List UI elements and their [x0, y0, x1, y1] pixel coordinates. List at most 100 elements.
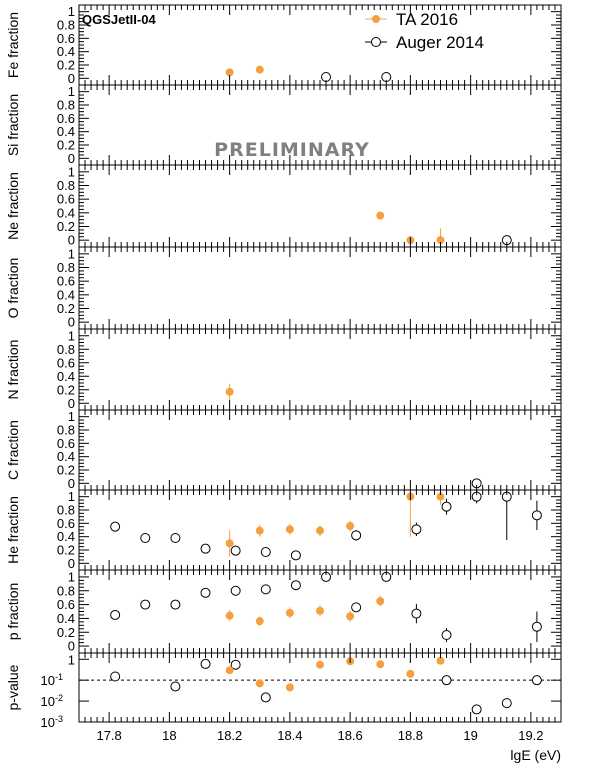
auger-point	[110, 609, 121, 620]
y-tick-label: 0.6	[57, 516, 75, 531]
ta-point	[255, 617, 264, 626]
y-tick-label: 0.8	[57, 178, 75, 193]
panel-o: 00.20.40.60.81 O fraction	[5, 246, 562, 330]
auger-point	[501, 698, 512, 709]
panel-frame	[78, 246, 562, 330]
y-tick-label: 0.8	[57, 423, 75, 438]
legend-ta-marker	[372, 15, 380, 23]
ta-point	[376, 660, 385, 669]
auger-point	[411, 608, 422, 619]
y-tick-label: 1	[68, 409, 75, 424]
y-tick-label: 1	[68, 164, 75, 179]
auger-point	[200, 658, 211, 669]
x-tick-label: 18.6	[337, 728, 362, 743]
panel-frame	[78, 164, 562, 248]
y-tick-label: 0	[68, 151, 75, 166]
panel-frame	[78, 409, 562, 491]
y-tick-label: 0.6	[57, 192, 75, 207]
y-tick-label: 1	[68, 652, 75, 667]
y-tick-label: 0.6	[57, 597, 75, 612]
y-tick-label: 0	[68, 71, 75, 86]
ta-point	[436, 236, 445, 245]
auger-point	[441, 630, 452, 641]
y-tick-label: 1	[68, 84, 75, 99]
y-tick-label: 0.8	[57, 18, 75, 33]
ta-point	[285, 608, 294, 617]
y-tick-label: 0.8	[57, 260, 75, 275]
x-tick-label: 18.2	[217, 728, 242, 743]
y-tick-label: 0.8	[57, 503, 75, 518]
y-tick-label: 0.2	[57, 625, 75, 640]
y-axis-title: Ne fraction	[5, 172, 21, 240]
y-tick-label: 10-2	[41, 693, 63, 709]
ta-point	[255, 679, 264, 688]
auger-point	[140, 533, 151, 543]
y-tick-label: 0.4	[57, 205, 75, 220]
auger-point	[290, 580, 301, 591]
y-axis-title: N fraction	[5, 340, 21, 400]
y-tick-label: 0.2	[57, 463, 75, 478]
y-axis-title: He fraction	[5, 496, 21, 564]
y-tick-label: 1	[68, 489, 75, 504]
y-tick-label: 0.4	[57, 287, 75, 302]
y-tick-label: 0	[68, 639, 75, 654]
legend-auger-label: Auger 2014	[396, 33, 484, 52]
y-tick-label: 0.6	[57, 436, 75, 451]
y-tick-label: 0	[68, 396, 75, 411]
ta-point	[316, 526, 324, 535]
auger-point	[531, 510, 542, 521]
auger-point	[260, 584, 271, 595]
auger-point	[110, 521, 121, 532]
panel-p: 00.20.40.60.81 p fraction	[5, 569, 562, 654]
ta-point	[225, 68, 234, 77]
ta-point	[285, 683, 294, 692]
auger-point	[290, 550, 301, 561]
legend-ta-label: TA 2016	[396, 10, 458, 29]
auger-point	[441, 675, 452, 686]
auger-point	[200, 543, 211, 554]
preliminary-watermark: PRELIMINARY	[214, 139, 370, 161]
y-tick-label: 10-1	[41, 672, 63, 688]
ta-point	[285, 525, 294, 534]
x-tick-label: 17.8	[96, 728, 121, 743]
y-tick-label: 1	[68, 328, 75, 343]
ta-point	[376, 211, 385, 220]
auger-point	[531, 675, 542, 686]
panel-frame	[78, 328, 562, 411]
auger-point	[230, 585, 241, 596]
ta-point	[225, 539, 234, 548]
ta-point	[346, 522, 355, 530]
auger-point	[260, 692, 271, 703]
x-tick-label: 19	[463, 728, 477, 743]
y-tick-label: 1	[68, 569, 75, 584]
y-tick-label: 0.2	[57, 301, 75, 316]
y-tick-label: 0.4	[57, 529, 75, 544]
y-tick-label: 0.4	[57, 449, 75, 464]
y-tick-label: 0.6	[57, 111, 75, 126]
legend-auger-marker	[371, 37, 381, 47]
y-axis-title: p-value	[5, 664, 21, 710]
ta-point	[316, 606, 324, 615]
ta-point	[436, 492, 445, 501]
ta-point	[436, 656, 445, 665]
x-tick-label: 18.4	[277, 728, 302, 743]
x-tick-label: 19.2	[518, 728, 543, 743]
y-tick-label: 0.6	[57, 274, 75, 289]
ta-point	[316, 660, 324, 669]
auger-point	[110, 671, 121, 682]
panel-he: 00.20.40.60.81 He fraction	[5, 489, 562, 571]
ta-point	[376, 597, 385, 606]
y-axis-title: Si fraction	[5, 94, 21, 156]
ta-point	[225, 666, 234, 675]
y-tick-label: 0.2	[57, 138, 75, 153]
auger-point	[531, 621, 542, 632]
auger-point	[471, 704, 482, 715]
ta-point	[346, 612, 355, 621]
y-tick-label: 0.2	[57, 219, 75, 234]
auger-point	[230, 545, 241, 556]
auger-point	[200, 587, 211, 598]
y-tick-label: 0	[68, 315, 75, 330]
legend-entry-ta: TA 2016	[365, 10, 458, 29]
y-tick-label: 0	[68, 476, 75, 491]
